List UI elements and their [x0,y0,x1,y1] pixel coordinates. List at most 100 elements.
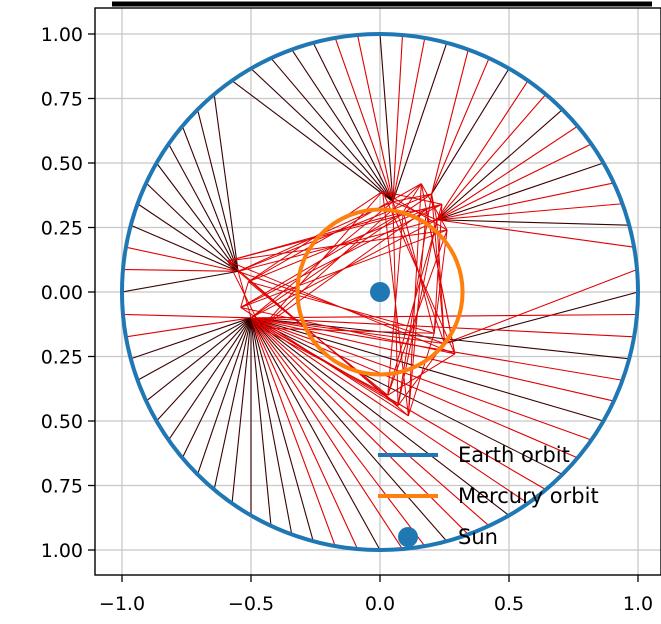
sight-line-46 [213,317,252,490]
sight-line-23 [270,57,394,203]
sight-line-3 [436,219,630,226]
legend-label-0: Earth orbit [458,443,570,467]
chord-4-6-2 [260,191,383,329]
x-axis-ticks: −1.0 −0.5 0.0 0.5 1.0 [99,575,653,615]
x-tick-label-4: 1.0 [623,593,653,615]
sight-line-17 [392,34,404,202]
sight-line-42 [156,317,252,422]
chord-0-2-2 [248,208,427,283]
sight-line-44 [181,317,252,459]
chord-4-5-2 [261,327,435,334]
sight-line-13 [431,57,490,195]
earth-orbit [120,32,640,552]
sight-line-0 [444,291,639,345]
y-tick-label-7: 0.75 [41,476,83,498]
chord-1-6-2 [382,190,443,205]
y-tick-label-5: 0.25 [41,347,83,369]
chord-2-5-2 [433,230,448,334]
sight-line-34 [125,246,239,272]
chord-0-1-2 [248,183,422,283]
chord-1-4-2 [240,203,443,308]
sight-line-37 [122,313,252,319]
sight-line-55 [250,317,403,550]
sight-line-39 [130,317,252,360]
sight-line-41 [145,317,252,402]
sight-line-30 [156,162,239,272]
sight-line-24 [250,68,394,203]
legend-label-1: Mercury orbit [458,484,599,508]
sight-line-53 [250,317,359,550]
orbits [120,32,640,552]
y-tick-label-6: 0.50 [41,411,83,433]
sight-line-33 [130,224,239,272]
x-tick-label-2: 0.0 [365,593,395,615]
sight-line-16 [392,37,426,202]
sight-line-51 [250,317,314,542]
sight-line-10 [436,93,547,221]
chord-0-4-2 [240,281,249,308]
sight-line-58 [250,317,469,535]
sight-line-50 [250,317,293,535]
sight-line-11 [436,80,529,221]
chord-0-6-2 [248,190,383,283]
sight-line-68 [250,317,623,381]
sight-line-8 [436,125,578,221]
chord-3-6-2 [382,191,409,416]
sight-line-7 [436,143,592,221]
legend: Earth orbit Mercury orbit Sun [378,443,599,549]
sight-line-69 [250,317,630,360]
sight-line-29 [168,143,239,272]
sight-line-35 [122,268,239,272]
chord-3-5-2 [407,333,435,416]
sight-line-1 [444,269,638,345]
sight-line-25 [231,80,394,203]
sight-line-15 [392,42,448,202]
sight-line-18 [379,33,394,202]
sight-line-21 [312,42,394,202]
sight-line-32 [137,203,239,272]
sun-marker [370,282,390,302]
sight-line-14 [431,49,469,195]
sight-line-31 [145,182,239,272]
chord-5-6-2 [382,191,456,355]
chord-2-3-2 [387,229,448,396]
sight-line-57 [250,317,448,542]
sight-line-22 [291,49,394,203]
y-tick-label-8: 1.00 [41,540,83,562]
chord-2-6-2 [382,190,448,231]
sight-line-28 [181,125,239,272]
y-axis-ticks: 1.00 0.75 0.50 0.25 0.00 0.25 0.50 0.75 1.00 [41,24,95,562]
sight-line-40 [137,317,252,381]
sight-line-6 [436,162,604,221]
legend-swatch-2 [398,527,418,547]
sight-line-60 [250,317,510,516]
y-tick-label-3: 0.25 [41,218,83,240]
sight-line-5 [436,182,614,221]
sight-line-54 [250,317,381,551]
sun-layer [370,282,390,302]
sight-line-52 [250,317,336,547]
y-tick-label-0: 1.00 [41,24,83,46]
sight-line-61 [250,317,529,504]
sight-line-64 [250,317,578,459]
sight-line-65 [250,317,592,441]
sight-line-38 [125,317,252,338]
sight-line-71 [250,313,638,319]
sight-line-47 [231,317,252,504]
mercury-orbit [295,207,465,377]
legend-label-2: Sun [458,525,498,549]
sight-line-43 [168,317,252,441]
sight-line-2 [436,219,635,248]
y-tick-label-1: 0.75 [41,89,83,111]
sight-line-9 [436,109,563,221]
sight-line-59 [250,317,490,527]
sight-line-36 [121,270,239,293]
sight-lines [121,33,639,551]
chord-2-4-2 [240,229,448,308]
y-tick-label-2: 0.50 [41,153,83,175]
sight-line-56 [250,317,426,547]
plot-area [95,8,661,575]
sight-line-27 [197,109,239,272]
